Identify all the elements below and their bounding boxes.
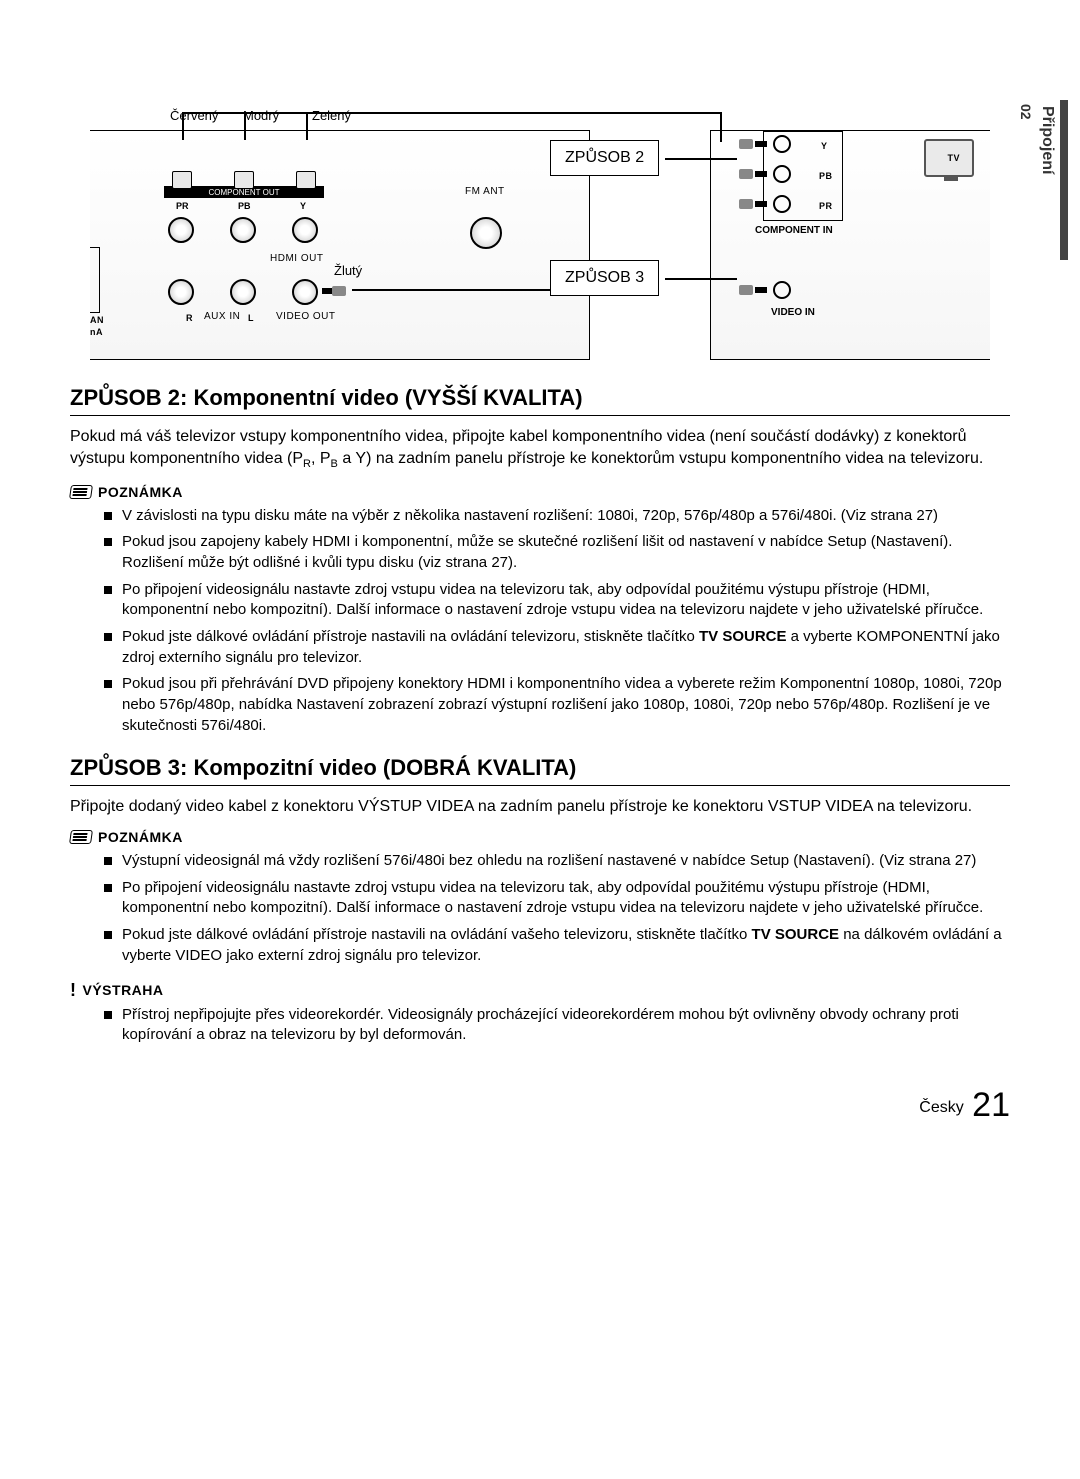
left-edge-port <box>90 247 100 313</box>
section3-lead: Připojte dodaný video kabel z konektoru … <box>70 796 1010 818</box>
cable-color-blue: Modrý <box>243 108 279 123</box>
cable-comp-2v <box>244 112 246 140</box>
section2-lead: Pokud má váš televizor vstupy komponentn… <box>70 426 1010 472</box>
footer-page-number: 21 <box>972 1086 1010 1124</box>
cable-comp-down <box>720 112 722 142</box>
section3-note-3: Pokud jste dálkové ovládání přístroje na… <box>104 925 1010 966</box>
cable-comp-1v <box>182 112 184 140</box>
cable-comp-top <box>182 112 722 114</box>
device-back-panel: COMPONENT OUT PR PB Y HDMI OUT Žlutý R <box>90 130 590 360</box>
page-footer: Česky 21 <box>70 1086 1010 1125</box>
footer-language: Česky <box>919 1099 963 1116</box>
warning-icon: ! <box>70 981 77 999</box>
tv-jack-pb <box>773 165 791 183</box>
label-video-out: VIDEO OUT <box>276 311 336 322</box>
cable-color-green: Zelený <box>312 108 351 123</box>
plug-pb <box>234 171 254 189</box>
method2-tag: ZPŮSOB 2 <box>550 140 659 176</box>
section3-warn-label: VÝSTRAHA <box>83 982 164 998</box>
chapter-tab: 02 Připojení <box>1016 100 1076 260</box>
cable-video-1 <box>352 289 550 291</box>
note-icon <box>69 830 93 844</box>
tv-plug-pb <box>739 169 767 179</box>
section3-warns-list: Přístroj nepřipojujte přes videorekordér… <box>70 1005 1010 1046</box>
method3-tag: ZPŮSOB 3 <box>550 260 659 296</box>
section3-warn-heading: ! VÝSTRAHA <box>70 981 1010 999</box>
cable-color-yellow: Žlutý <box>334 263 362 278</box>
cable-m3-right <box>665 278 737 280</box>
connection-diagram: Červený Modrý Zelený COMPONENT OUT PR PB… <box>90 100 990 360</box>
label-component-in: COMPONENT IN <box>755 225 833 236</box>
section2-note-heading: POZNÁMKA <box>70 484 1010 500</box>
label-y: Y <box>300 201 306 211</box>
cable-color-red: Červený <box>170 108 218 123</box>
plug-video-out <box>322 286 350 296</box>
label-an: AN <box>90 315 104 325</box>
section2-title: ZPŮSOB 2: Komponentní video (VYŠŠÍ KVALI… <box>70 385 1010 416</box>
section2-note-label: POZNÁMKA <box>98 484 183 500</box>
jack-fm-ant <box>470 217 502 249</box>
label-tv: TV <box>947 153 960 163</box>
label-hdmi-out: HDMI OUT <box>270 253 323 264</box>
note-icon <box>69 485 93 499</box>
chapter-tab-marker <box>1060 100 1068 260</box>
section3-note-1: Výstupní videosignál má vždy rozlišení 5… <box>104 851 1010 872</box>
section2-note-1: V závislosti na typu disku máte na výběr… <box>104 506 1010 527</box>
cable-m2-right <box>665 158 737 160</box>
chapter-number: 02 <box>1016 100 1036 124</box>
tv-jack-y <box>773 135 791 153</box>
section3-note-heading: POZNÁMKA <box>70 829 1010 845</box>
section3-title: ZPŮSOB 3: Kompozitní video (DOBRÁ KVALIT… <box>70 755 1010 786</box>
section3-note-label: POZNÁMKA <box>98 829 183 845</box>
jack-y <box>292 217 318 243</box>
tv-input-panel: TV Y PB PR COMPONENT IN VIDEO IN <box>710 130 990 360</box>
label-pb: PB <box>238 201 251 211</box>
jack-pr <box>168 217 194 243</box>
jack-pb <box>230 217 256 243</box>
section2-note-5: Pokud jsou při přehrávání DVD připojeny … <box>104 674 1010 736</box>
label-l: L <box>248 313 254 323</box>
label-aux-in: AUX IN <box>204 311 240 322</box>
plug-pr <box>172 171 192 189</box>
label-pr: PR <box>176 201 189 211</box>
label-video-in: VIDEO IN <box>771 307 815 318</box>
cable-comp-3v <box>306 112 308 140</box>
tv-jack-video <box>773 281 791 299</box>
chapter-label: Připojení <box>1036 100 1058 180</box>
section2-note-4: Pokud jste dálkové ovládání přístroje na… <box>104 627 1010 668</box>
tv-plug-y <box>739 139 767 149</box>
tv-label-pb: PB <box>819 171 833 181</box>
section2-note-3: Po připojení videosignálu nastavte zdroj… <box>104 580 1010 621</box>
section3-warn-1: Přístroj nepřipojujte přes videorekordér… <box>104 1005 1010 1046</box>
tv-jack-pr <box>773 195 791 213</box>
tv-plug-pr <box>739 199 767 209</box>
tv-label-y: Y <box>821 141 828 151</box>
section3-notes-list: Výstupní videosignál má vždy rozlišení 5… <box>70 851 1010 966</box>
tv-label-pr: PR <box>819 201 833 211</box>
label-r: R <box>186 313 193 323</box>
jack-aux-r <box>168 279 194 305</box>
jack-aux-l <box>230 279 256 305</box>
section2-notes-list: V závislosti na typu disku máte na výběr… <box>70 506 1010 737</box>
section3-note-2: Po připojení videosignálu nastavte zdroj… <box>104 878 1010 919</box>
label-na: nA <box>90 327 103 337</box>
plug-y <box>296 171 316 189</box>
jack-video-out <box>292 279 318 305</box>
section2-note-2: Pokud jsou zapojeny kabely HDMI i kompon… <box>104 532 1010 573</box>
label-fm-ant: FM ANT <box>465 186 505 197</box>
tv-plug-video <box>739 285 767 295</box>
